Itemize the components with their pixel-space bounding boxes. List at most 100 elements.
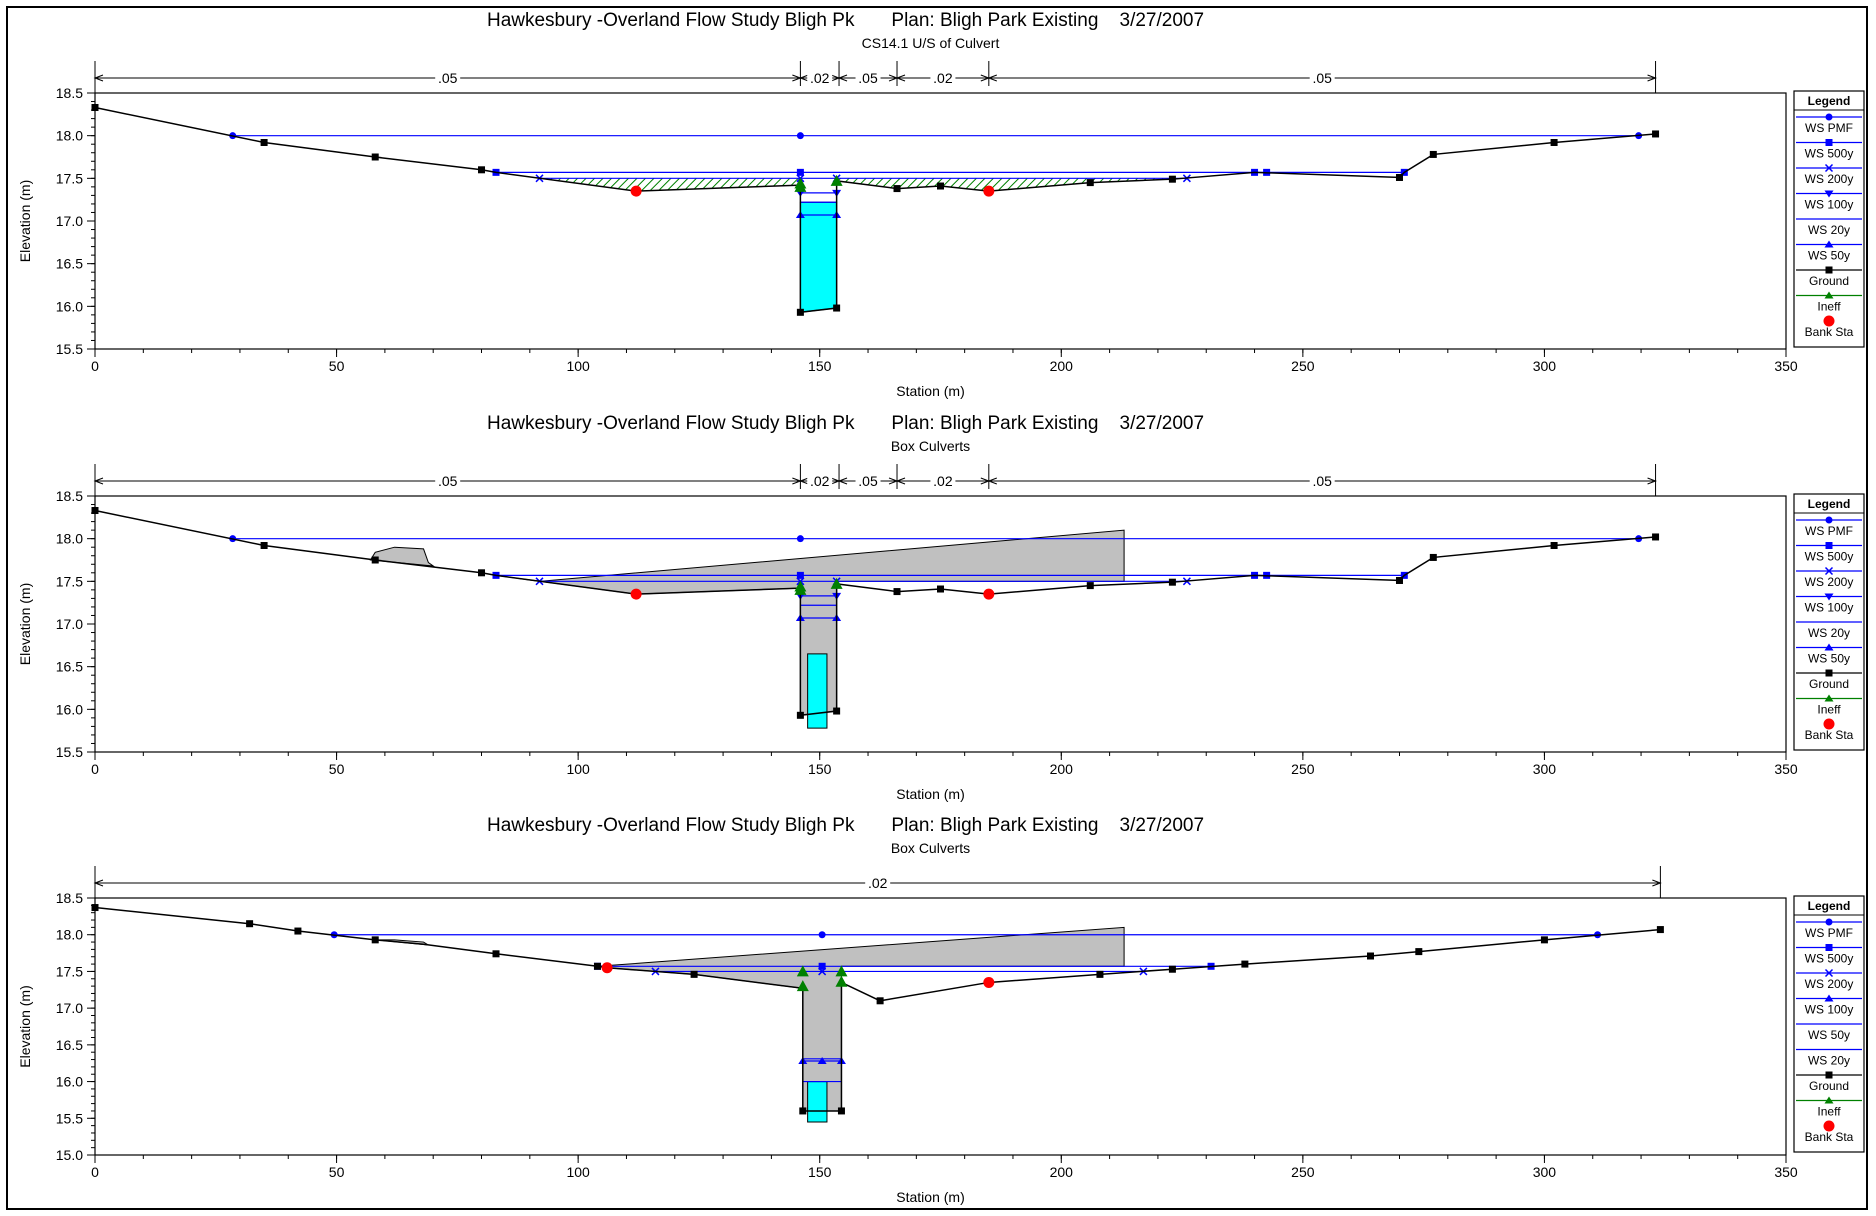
legend-title: Legend: [1808, 497, 1851, 511]
y-tick-label: 16.0: [56, 298, 83, 314]
legend-marker: [1825, 266, 1833, 274]
manning-n-label: .05: [858, 473, 878, 489]
x-tick-label: 300: [1533, 761, 1557, 777]
chart-subtitle: CS14.1 U/S of Culvert: [862, 35, 1000, 51]
ground-point: [1366, 952, 1374, 960]
legend-label: WS 200y: [1805, 575, 1854, 589]
x-tick-label: 0: [91, 1164, 99, 1180]
y-tick-label: 17.0: [56, 616, 83, 632]
legend-label: Ineff: [1817, 1105, 1841, 1119]
ground-point: [371, 153, 379, 161]
legend-label: Ineff: [1817, 703, 1841, 717]
legend-marker: [1825, 918, 1833, 926]
manning-n-label: .05: [1312, 70, 1332, 86]
manning-arrow: [798, 74, 809, 82]
y-tick-label: 18.0: [56, 927, 83, 943]
manning-arrow: [93, 477, 104, 485]
legend-label: WS 20y: [1808, 1054, 1850, 1068]
culvert-water: [807, 653, 828, 729]
legend-title: Legend: [1808, 899, 1851, 913]
legend-marker: [1825, 944, 1833, 951]
y-axis: 15.5 16.0 16.5 17.0 17.5 18.0 18.5: [56, 85, 95, 357]
ground-point: [1096, 970, 1104, 978]
manning-arrow: [798, 477, 809, 485]
legend-marker: [1823, 718, 1835, 730]
ground-point: [1652, 533, 1660, 541]
y-tick-label: 15.0: [56, 1147, 83, 1163]
ground-point: [1429, 553, 1437, 561]
ground-point: [1429, 150, 1437, 158]
culvert-water: [807, 1081, 828, 1123]
legend: Legend WS PMF WS 500y WS 200y WS 100y WS 50y W…: [1793, 895, 1865, 1153]
manning-arrow: [987, 477, 997, 485]
legend-title: Legend: [1808, 94, 1851, 108]
ground-point: [833, 304, 841, 312]
legend-marker: [1824, 1096, 1834, 1104]
ws-point: [796, 535, 804, 543]
manning-label-bg: [855, 474, 881, 488]
legend-marker: [1824, 968, 1834, 978]
legend-marker: [1824, 163, 1834, 173]
x-tick-label: 100: [566, 1164, 590, 1180]
manning-arrow: [837, 74, 848, 82]
ground-point: [1241, 960, 1249, 968]
ws-point: [818, 962, 826, 970]
x-tick-label: 0: [91, 761, 99, 777]
x-tick-label: 250: [1291, 358, 1315, 374]
ground-point: [876, 997, 884, 1005]
legend-label: WS 50y: [1808, 652, 1850, 666]
manning-label-bg: [865, 876, 891, 890]
manning-label-bg: [807, 474, 833, 488]
ground-point: [260, 138, 268, 146]
legend-label: WS 20y: [1808, 223, 1850, 237]
ineff-point: [830, 174, 843, 186]
x-axis: 0 50 100 150 200 250 300 350: [91, 349, 1798, 374]
legend-label: WS PMF: [1805, 121, 1853, 135]
ground-point: [478, 166, 486, 174]
ineff-point: [794, 180, 807, 192]
legend-label: WS 100y: [1805, 1003, 1854, 1017]
figure-frame: [6, 6, 1868, 1210]
manning-arrow: [93, 74, 104, 82]
legend-label: WS 50y: [1808, 249, 1850, 263]
manning-n-label: .02: [933, 473, 953, 489]
legend-marker: [1825, 113, 1833, 121]
bank-station: [630, 588, 642, 600]
x-tick-label: 150: [808, 358, 832, 374]
ground-point: [1168, 175, 1176, 183]
legend-marker: [1824, 994, 1834, 1002]
ground-point: [1656, 926, 1664, 934]
legend-label: Bank Sta: [1805, 1130, 1854, 1144]
legend-marker: [1825, 542, 1833, 549]
y-tick-label: 16.0: [56, 1074, 83, 1090]
x-tick-label: 250: [1291, 761, 1315, 777]
manning-arrow: [93, 879, 104, 887]
chart-title: Hawkesbury -Overland Flow Study Bligh Pk…: [487, 413, 1204, 434]
ground-point: [1550, 541, 1558, 549]
x-tick-label: 50: [329, 358, 345, 374]
x-axis-label: Station (m): [896, 383, 964, 399]
ineff-point: [835, 975, 848, 987]
manning-label-bg: [1309, 474, 1335, 488]
legend-marker: [1824, 291, 1834, 299]
ground-line: [94, 906, 1661, 1112]
manning-label-bg: [855, 71, 881, 85]
ineff-point: [835, 965, 848, 977]
legend-label: Bank Sta: [1805, 325, 1854, 339]
y-tick-label: 18.5: [56, 85, 83, 101]
ground-point: [799, 1107, 807, 1115]
ground-point: [690, 970, 698, 978]
chart-subtitle: Box Culverts: [891, 438, 970, 454]
legend-marker: [1825, 139, 1833, 146]
legend-label: Ground: [1809, 274, 1849, 288]
legend-label: WS PMF: [1805, 524, 1853, 538]
x-axis-label: Station (m): [896, 786, 964, 802]
manning-n-bar: .05 .02 .05 .02 .05: [93, 464, 1657, 496]
manning-label-bg: [930, 474, 956, 488]
ground-point: [1168, 578, 1176, 586]
manning-n-label: .05: [1312, 473, 1332, 489]
manning-n-bar: .02: [93, 866, 1662, 898]
y-axis-label: Elevation (m): [17, 583, 33, 665]
bank-station: [630, 185, 642, 197]
